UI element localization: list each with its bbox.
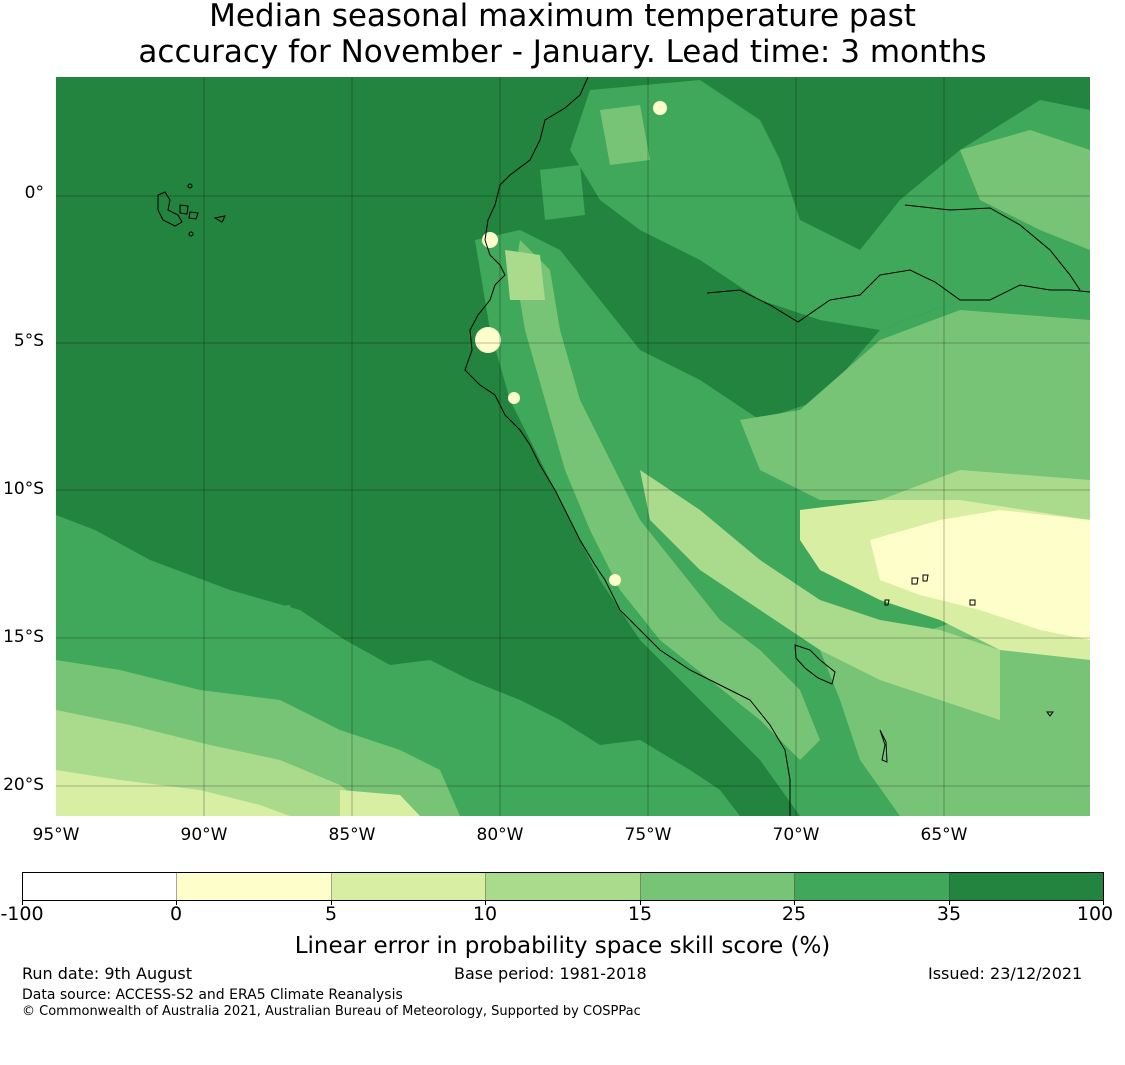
skill-region-0-5-coast-b: [482, 232, 498, 248]
skill-region-15-25-northeast: [960, 130, 1090, 250]
skill-region-10-15-coast-patch: [505, 250, 545, 300]
colorbar-tick-mark: [1103, 901, 1104, 905]
colorbar-label: Linear error in probability space skill …: [294, 933, 831, 959]
map-fill-layer: [56, 77, 1090, 816]
map-gridlines: [56, 77, 1090, 816]
lake-poopo: [879, 729, 888, 763]
colorbar-tick-mark: [794, 901, 795, 905]
skill-region-15-25-andes: [515, 240, 820, 760]
issued-date: Issued: 23/12/2021: [928, 964, 1083, 983]
skill-region-25-35-north-highlands: [570, 80, 1090, 330]
skill-region-25-35-coastal-north: [540, 165, 585, 220]
maranon-river: [904, 204, 1081, 291]
lon-label: 90°W: [180, 825, 228, 845]
lon-label: 75°W: [624, 825, 672, 845]
colorbar-tick-mark: [331, 901, 332, 905]
lat-label: 20°S: [3, 775, 44, 795]
small-lakes: [884, 574, 1054, 717]
skill-region-25-35-midocean-patch: [230, 605, 300, 650]
colorbar-tick-label: 5: [324, 903, 338, 925]
colorbar-tick-label: 10: [472, 903, 498, 925]
colorbar-segment: [23, 873, 178, 900]
colorbar-tick-label: -100: [0, 903, 44, 925]
colorbar-segment: [177, 873, 332, 900]
colorbar-segment: [795, 873, 950, 900]
lat-label: 10°S: [3, 479, 44, 499]
skill-region-0-5-coast-d: [508, 392, 520, 404]
run-date: Run date: 9th August: [22, 964, 192, 983]
lon-label: 70°W: [772, 825, 820, 845]
skill-region-0-5-coast-c: [653, 101, 667, 115]
skill-region-15-25-east: [740, 310, 1090, 500]
skill-region-10-15-altiplano: [640, 470, 1000, 720]
chart-title-line-1: Median seasonal maximum temperature past: [209, 0, 916, 34]
lon-label: 95°W: [32, 825, 80, 845]
base-period: Base period: 1981-2018: [454, 964, 647, 983]
colorbar-segment: [949, 873, 1103, 900]
skill-region-15-25-north-patch: [600, 105, 650, 165]
copyright-notice: © Commonwealth of Australia 2021, Austra…: [22, 1004, 641, 1019]
colorbar-tick-mark: [949, 901, 950, 905]
coastline: [464, 77, 791, 816]
skill-region-0-5-coast-e: [609, 574, 621, 586]
colorbar-tick-label: 15: [627, 903, 653, 925]
colorbar-tick-label: 0: [169, 903, 183, 925]
skill-region-5-10-south-coast: [340, 790, 420, 816]
skill-region-0-5-bolivia: [870, 510, 1090, 640]
colorbar-tick-mark: [176, 901, 177, 905]
amazon-river: [706, 269, 1090, 323]
colorbar-tick-mark: [485, 901, 486, 905]
lat-label: 0°: [24, 183, 44, 203]
data-source: Data source: ACCESS-S2 and ERA5 Climate …: [22, 987, 403, 1003]
skill-region-0-5-coast-a: [475, 327, 501, 353]
chart-title-line-2: accuracy for November - January. Lead ti…: [138, 34, 987, 70]
skill-region-5-10-southwest: [56, 770, 290, 816]
lon-label: 85°W: [328, 825, 376, 845]
lat-label: 5°S: [13, 331, 44, 351]
colorbar-tick-label: 100: [1076, 903, 1114, 925]
colorbar-segment: [486, 873, 641, 900]
colorbar-tick-label: 35: [936, 903, 962, 925]
colorbar-segment: [331, 873, 487, 900]
colorbar: [22, 872, 1104, 901]
colorbar-tick-mark: [22, 901, 23, 905]
colorbar-tick-label: 25: [781, 903, 807, 925]
colorbar-segment: [640, 873, 796, 900]
colorbar-tick-mark: [640, 901, 641, 905]
lon-label: 65°W: [920, 825, 968, 845]
lon-label: 80°W: [476, 825, 524, 845]
lat-label: 15°S: [3, 627, 44, 647]
galapagos-islands: [157, 183, 226, 237]
lake-titicaca: [794, 644, 836, 685]
